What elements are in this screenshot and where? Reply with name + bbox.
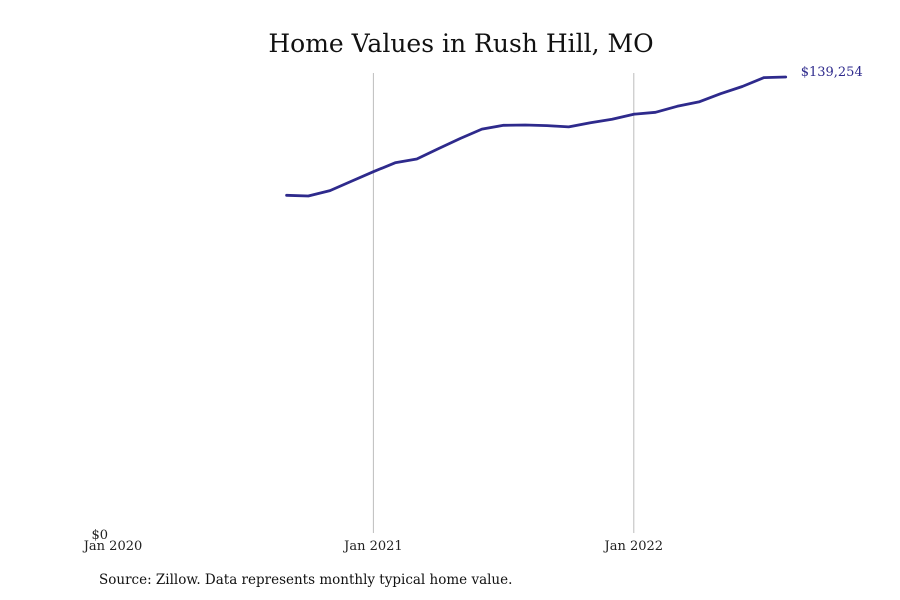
series-line	[285, 75, 788, 198]
x-tick-label: Jan 2021	[342, 539, 403, 554]
series-group	[285, 75, 788, 198]
chart-title: Home Values in Rush Hill, MO	[268, 29, 653, 58]
source-note: Source: Zillow. Data represents monthly …	[99, 572, 513, 588]
x-axis-ticks: Jan 2020 Jan 2021 Jan 2022	[82, 539, 663, 554]
y-tick-label: $0	[91, 528, 108, 543]
y-axis-ticks: $0	[91, 528, 108, 543]
end-value-label: $139,254	[801, 65, 863, 80]
x-tick-label: Jan 2022	[603, 539, 664, 554]
gridlines	[372, 73, 635, 533]
x-tick-label: Jan 2020	[82, 539, 143, 554]
